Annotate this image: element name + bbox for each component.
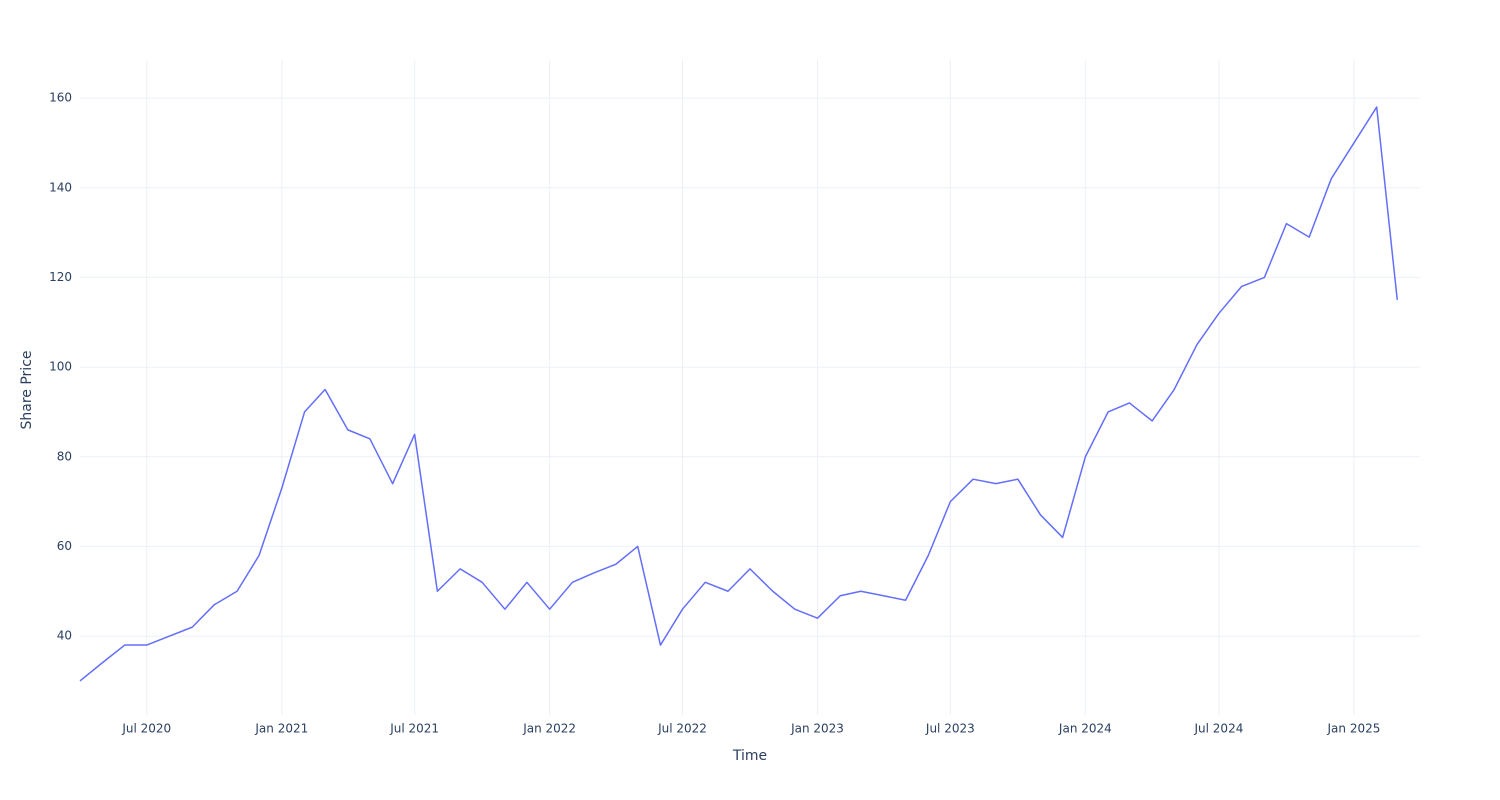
y-tick-label: 120 xyxy=(49,270,72,284)
x-tick-label: Jan 2023 xyxy=(790,722,844,736)
y-tick-label: 80 xyxy=(57,449,72,463)
y-axis-title: Share Price xyxy=(19,350,35,429)
x-tick-label: Jan 2024 xyxy=(1058,722,1112,736)
price-line xyxy=(79,106,1398,682)
grid xyxy=(80,60,1420,715)
x-tick-label: Jan 2025 xyxy=(1327,722,1381,736)
y-tick-label: 40 xyxy=(57,629,72,643)
x-tick-label: Jul 2021 xyxy=(389,722,439,736)
x-tick-label: Jan 2021 xyxy=(254,722,308,736)
x-tick-label: Jan 2022 xyxy=(522,722,576,736)
y-tick-label: 60 xyxy=(57,539,72,553)
y-tick-label: 160 xyxy=(49,91,72,105)
x-tick-label: Jul 2022 xyxy=(657,722,707,736)
y-tick-label: 100 xyxy=(49,360,72,374)
x-tick-label: Jul 2024 xyxy=(1194,722,1244,736)
x-tick-label: Jul 2023 xyxy=(925,722,975,736)
x-tick-label: Jul 2020 xyxy=(121,722,171,736)
x-axis-title: Time xyxy=(732,748,767,764)
y-tick-label: 140 xyxy=(49,180,72,194)
